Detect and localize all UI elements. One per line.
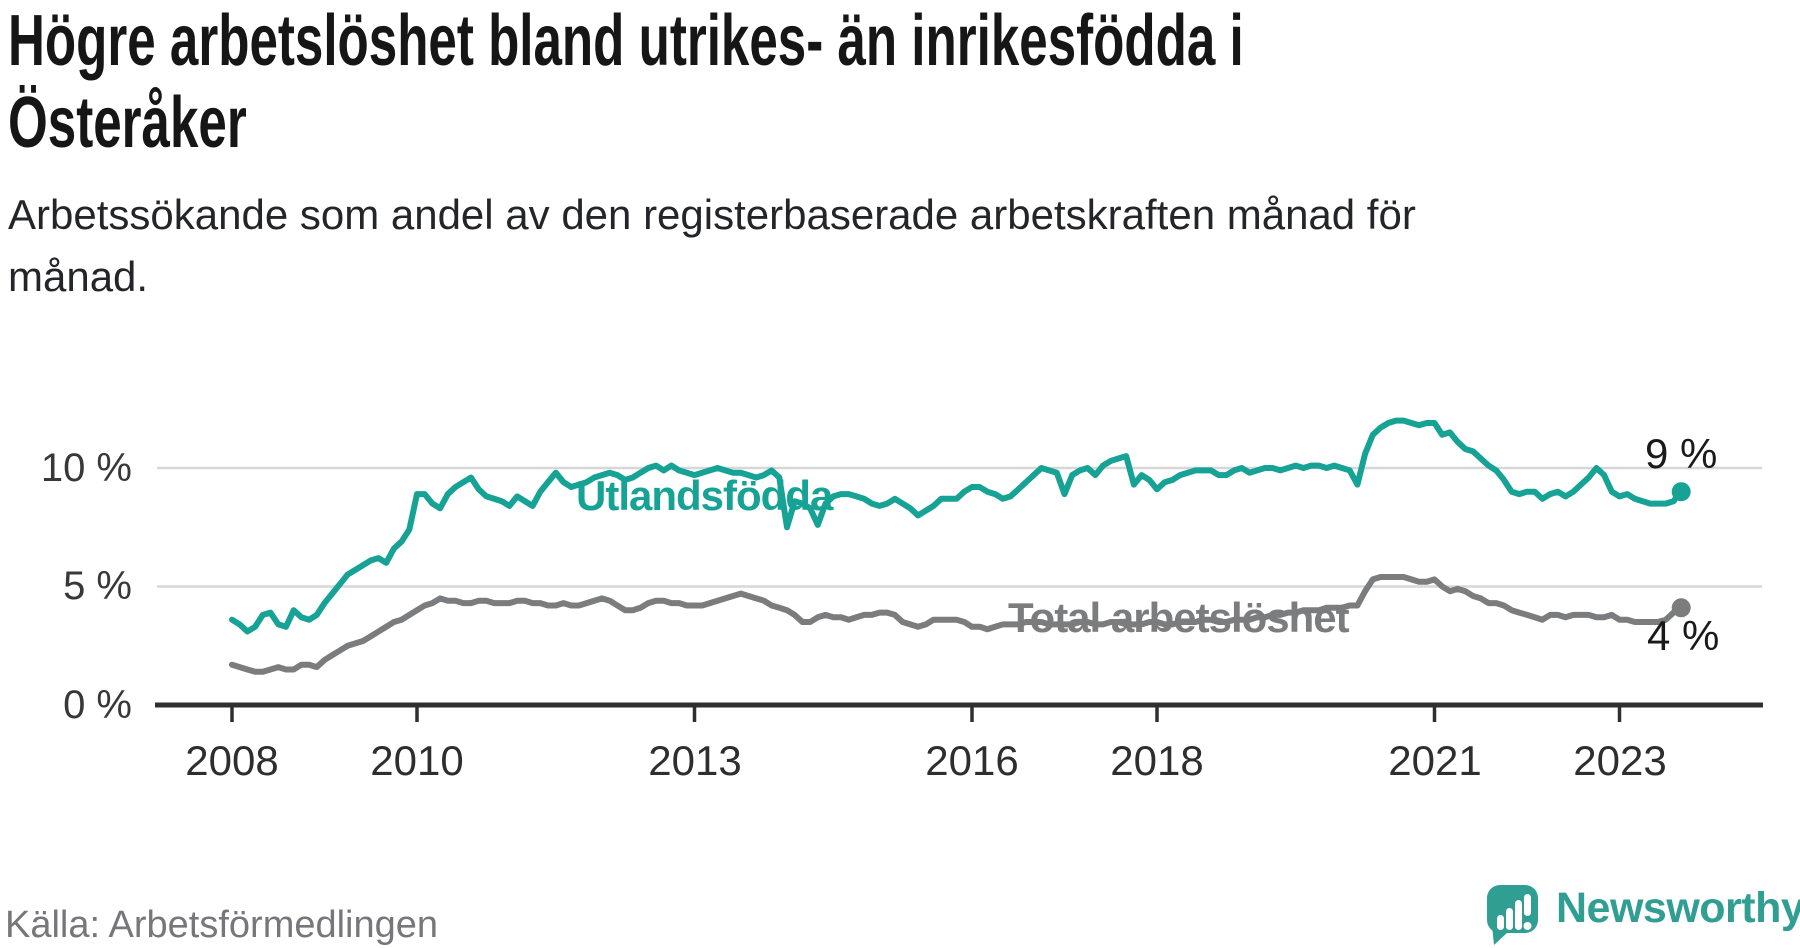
series-line-0 <box>229 417 1685 635</box>
series-label-utlandsfodda: Utlandsfödda <box>576 472 833 519</box>
x-axis-label-2018: 2018 <box>1110 737 1204 784</box>
newsworthy-logo-text: Newsworthy <box>1556 884 1800 932</box>
speech-bubble-tail <box>1492 926 1508 945</box>
newsworthy-logo[interactable]: Newsworthy <box>1486 882 1800 946</box>
series-label-total-arbetsloshet: Total arbetslöshet <box>1008 594 1350 641</box>
chart-title: Högre arbetslöshet bland utrikes- än inr… <box>8 0 1748 164</box>
x-axis-label-2021: 2021 <box>1388 737 1482 784</box>
logo-bar-3 <box>1515 900 1522 930</box>
newsworthy-logo-icon <box>1487 885 1538 945</box>
chart-subtitle-line1: Arbetssökande som andel av den registerb… <box>8 191 1416 238</box>
source-attribution: Källa: Arbetsförmedlingen <box>5 904 439 946</box>
y-axis-label-10: 10 % <box>40 446 132 490</box>
series-end-dot-0 <box>1671 482 1691 502</box>
series-line-1 <box>229 574 1685 675</box>
x-axis-label-2008: 2008 <box>185 737 279 784</box>
chart-title-line1: Högre arbetslöshet bland utrikes- än inr… <box>8 1 1244 81</box>
series-end-dot-1 <box>1671 598 1691 618</box>
end-value-label-utlandsfodda: 9 % <box>1645 430 1718 477</box>
y-axis-label-5: 5 % <box>63 564 132 608</box>
y-axis-label-0: 0 % <box>63 683 132 727</box>
x-axis-label-2010: 2010 <box>370 737 464 784</box>
chart-subtitle-line2: månad. <box>8 253 149 300</box>
logo-exclamation-bar <box>1524 894 1531 916</box>
x-axis-label-2013: 2013 <box>648 737 742 784</box>
end-value-label-total: 4 % <box>1647 612 1720 659</box>
chart-title-line2: Österåker <box>8 83 247 163</box>
x-axis-label-2016: 2016 <box>925 737 1019 784</box>
logo-exclamation-dot <box>1523 922 1532 930</box>
chart-subtitle: Arbetssökande som andel av den registerb… <box>8 184 1416 308</box>
logo-bar-2 <box>1506 908 1513 930</box>
logo-bar-1 <box>1497 915 1504 930</box>
x-axis-label-2023: 2023 <box>1573 737 1667 784</box>
